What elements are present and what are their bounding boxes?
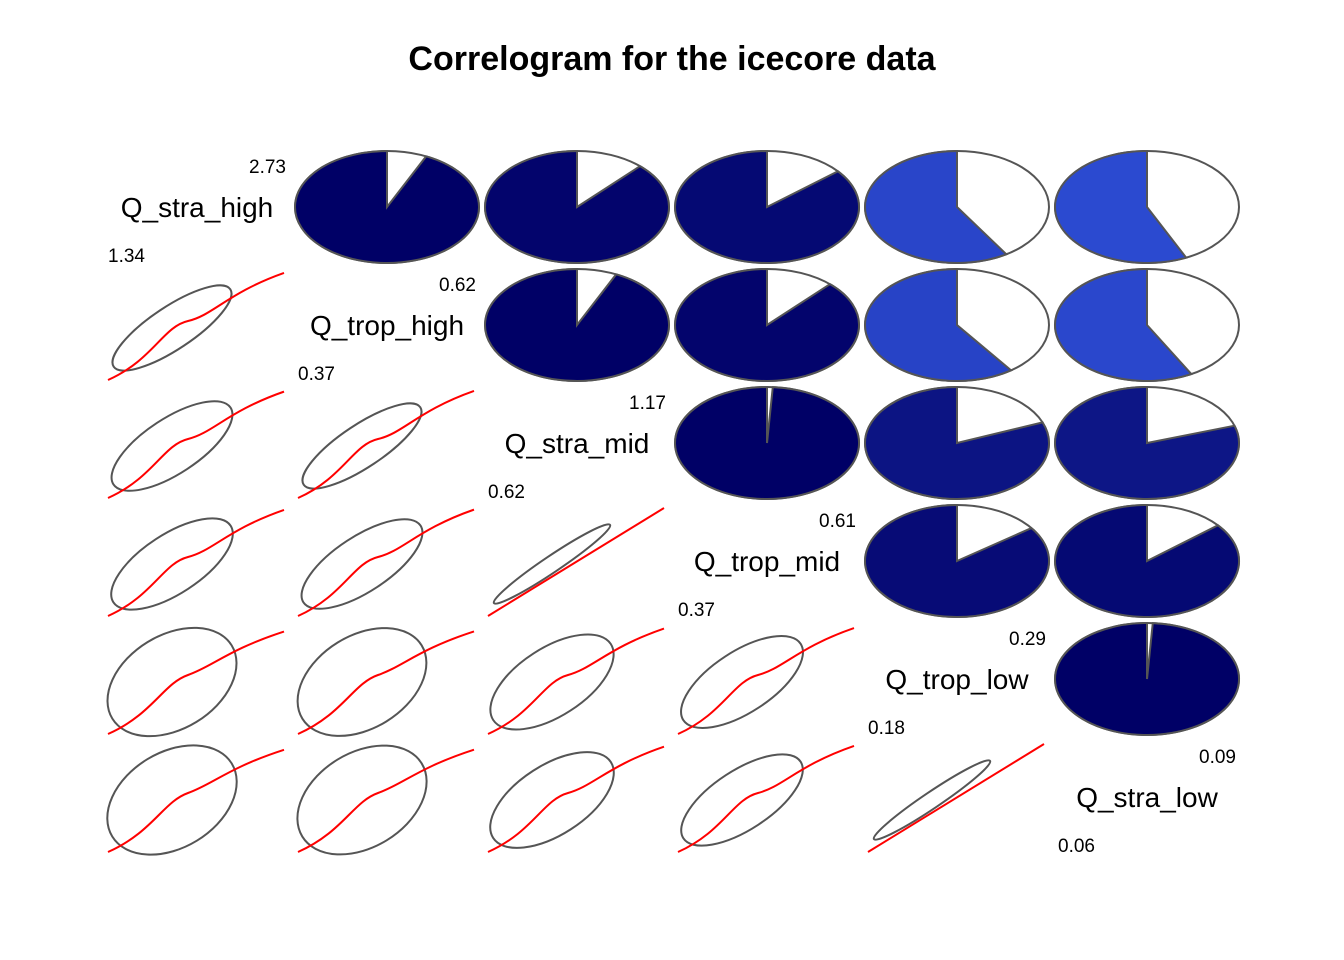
data-ellipse <box>111 284 233 372</box>
ellipse-cell-6-3 <box>487 745 665 853</box>
range-min-2: 0.37 <box>298 364 335 385</box>
fit-line <box>297 508 475 617</box>
variable-label-1: Q_stra_high <box>121 192 274 223</box>
fit-line <box>867 743 1045 853</box>
data-ellipse <box>680 753 804 847</box>
pie-slice <box>484 149 670 264</box>
fit-line <box>107 272 285 381</box>
fit-line <box>677 627 855 735</box>
pie-cell-3-5 <box>864 385 1050 500</box>
range-max-3: 1.17 <box>629 393 666 414</box>
fit-line <box>297 748 475 853</box>
ellipse-cell-4-2 <box>297 508 475 617</box>
range-max-6: 0.09 <box>1199 747 1236 768</box>
data-ellipse <box>489 633 615 731</box>
range-min-1: 1.34 <box>108 246 145 267</box>
data-ellipse <box>680 634 804 730</box>
variable-label-6: Q_stra_low <box>1076 782 1218 813</box>
data-ellipse <box>872 759 992 841</box>
pie-slice <box>1054 149 1188 264</box>
range-min-5: 0.18 <box>868 718 905 739</box>
pie-cell-2-3 <box>484 267 670 382</box>
fit-line <box>107 390 285 499</box>
pie-cell-3-6 <box>1054 385 1240 500</box>
data-ellipse <box>296 627 428 737</box>
pie-slice <box>1053 267 1194 382</box>
fit-line <box>297 390 475 499</box>
data-ellipse <box>300 518 424 610</box>
ellipse-cell-6-2 <box>296 744 475 856</box>
pie-cell-1-5 <box>864 149 1050 264</box>
variable-label-4: Q_trop_mid <box>694 546 840 577</box>
ellipse-cell-4-3 <box>487 507 665 617</box>
variable-label-3: Q_stra_mid <box>505 428 650 459</box>
pie-cell-1-6 <box>1054 149 1240 264</box>
pie-cell-2-6 <box>1053 267 1240 382</box>
fit-line <box>487 745 665 853</box>
pie-cell-1-3 <box>484 149 670 264</box>
ellipse-cell-2-1 <box>107 272 285 381</box>
ellipse-cell-5-3 <box>487 627 665 735</box>
pie-cell-2-4 <box>674 267 860 382</box>
pie-slice <box>864 385 1050 500</box>
ellipse-cell-6-5 <box>867 743 1045 853</box>
fit-line <box>487 627 665 735</box>
ellipse-cell-4-1 <box>107 508 285 617</box>
fit-line <box>107 748 285 853</box>
ellipse-cell-3-2 <box>297 390 475 499</box>
data-ellipse <box>492 523 612 605</box>
pie-slice <box>294 149 480 264</box>
pie-slice <box>864 503 1050 618</box>
pie-slice <box>484 267 670 382</box>
pie-slice <box>1054 503 1241 618</box>
data-ellipse <box>106 626 238 738</box>
pie-cell-1-4 <box>674 149 861 264</box>
data-ellipse <box>106 744 238 856</box>
pie-slice <box>1054 621 1240 736</box>
pie-cell-3-4 <box>674 385 860 500</box>
data-ellipse <box>110 400 234 492</box>
fit-line <box>677 744 855 853</box>
pie-slice <box>1054 385 1240 500</box>
chart-title: Correlogram for the icecore data <box>408 40 936 78</box>
data-ellipse <box>296 744 428 856</box>
ellipse-cell-5-4 <box>677 627 855 735</box>
pie-cell-5-6 <box>1054 621 1240 736</box>
ellipse-cell-3-1 <box>107 390 285 499</box>
data-ellipse <box>489 751 615 849</box>
ellipse-cell-5-2 <box>296 627 475 737</box>
range-min-3: 0.62 <box>488 482 525 503</box>
range-max-2: 0.62 <box>439 275 476 296</box>
pie-cell-4-5 <box>864 503 1050 618</box>
variable-label-2: Q_trop_high <box>310 310 464 341</box>
fit-line <box>487 507 665 617</box>
range-min-6: 0.06 <box>1058 836 1095 857</box>
fit-line <box>107 630 285 735</box>
fit-line <box>107 508 285 617</box>
range-max-4: 0.61 <box>819 511 856 532</box>
pie-slice <box>674 385 860 500</box>
pie-slice <box>864 149 1009 264</box>
pie-slice <box>864 267 1013 382</box>
range-max-1: 2.73 <box>249 157 286 178</box>
variable-label-5: Q_trop_low <box>885 664 1029 695</box>
pie-cell-2-5 <box>864 267 1050 382</box>
data-ellipse <box>301 402 423 490</box>
range-min-4: 0.37 <box>678 600 715 621</box>
pie-slice <box>674 267 860 382</box>
pie-cell-4-6 <box>1054 503 1241 618</box>
range-max-5: 0.29 <box>1009 629 1046 650</box>
ellipse-cell-5-1 <box>106 626 285 738</box>
correlogram-grid: Q_stra_high 2.73 1.34 Q_trop_high 0.62 0.37 Q_… <box>106 149 1241 857</box>
ellipse-cell-6-4 <box>677 744 855 853</box>
data-ellipse <box>110 517 234 611</box>
pie-slice <box>674 149 861 264</box>
fit-line <box>297 630 475 735</box>
pie-cell-1-2 <box>294 149 480 264</box>
ellipse-cell-6-1 <box>106 744 285 856</box>
